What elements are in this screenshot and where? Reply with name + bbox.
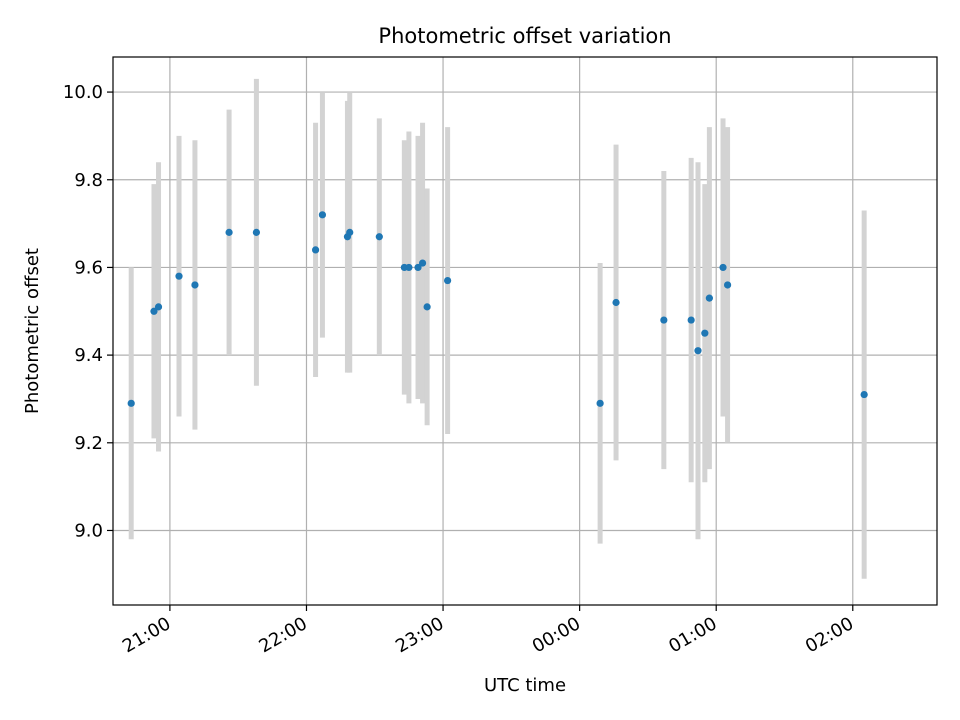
data-point (705, 294, 713, 302)
data-point (405, 263, 413, 272)
y-tick-label: 9.4 (74, 345, 103, 366)
grid (113, 57, 937, 605)
data-point (191, 281, 199, 289)
x-tick-label: 22:00 (256, 613, 311, 657)
data-point (150, 307, 158, 315)
data-point (175, 272, 183, 280)
x-tick-label: 01:00 (665, 613, 720, 657)
data-point (318, 211, 327, 219)
data-point (860, 390, 868, 399)
y-tick-label: 10.0 (63, 82, 103, 103)
data-point (612, 298, 620, 307)
data-point (444, 276, 452, 285)
data-point (154, 303, 163, 311)
data-point (346, 228, 354, 236)
x-tick-label: 00:00 (529, 613, 584, 657)
data-point (375, 233, 383, 241)
error-bars (128, 78, 867, 579)
data-point (423, 303, 431, 311)
x-tick-label: 21:00 (119, 613, 174, 657)
data-point (701, 329, 709, 337)
y-tick-label: 9.8 (74, 170, 103, 191)
data-point (694, 347, 702, 355)
data-point (660, 316, 668, 324)
data-point (596, 399, 604, 407)
data-point (723, 281, 732, 289)
x-tick-label: 23:00 (392, 613, 447, 657)
x-axis: 21:00 22:00 23:00 00:00 01:00 02:00 (119, 605, 857, 657)
data-point (252, 228, 261, 236)
data-point (719, 263, 727, 272)
chart-title: Photometric offset variation (378, 24, 671, 48)
y-tick-label: 9.2 (74, 433, 103, 454)
data-point (418, 259, 427, 267)
y-axis: 9.0 9.2 9.4 9.6 9.8 10.0 (63, 82, 113, 541)
data-point (225, 228, 233, 236)
x-axis-title: UTC time (484, 675, 566, 696)
x-tick-label: 02:00 (802, 613, 857, 657)
data-point (127, 399, 135, 407)
data-points (127, 211, 868, 407)
plot-frame (112, 56, 938, 606)
y-tick-label: 9.6 (74, 257, 103, 278)
data-point (311, 246, 320, 254)
data-point (414, 263, 422, 272)
y-axis-title: Photometric offset (22, 248, 43, 414)
y-tick-label: 9.0 (74, 520, 103, 541)
data-point (687, 316, 695, 324)
